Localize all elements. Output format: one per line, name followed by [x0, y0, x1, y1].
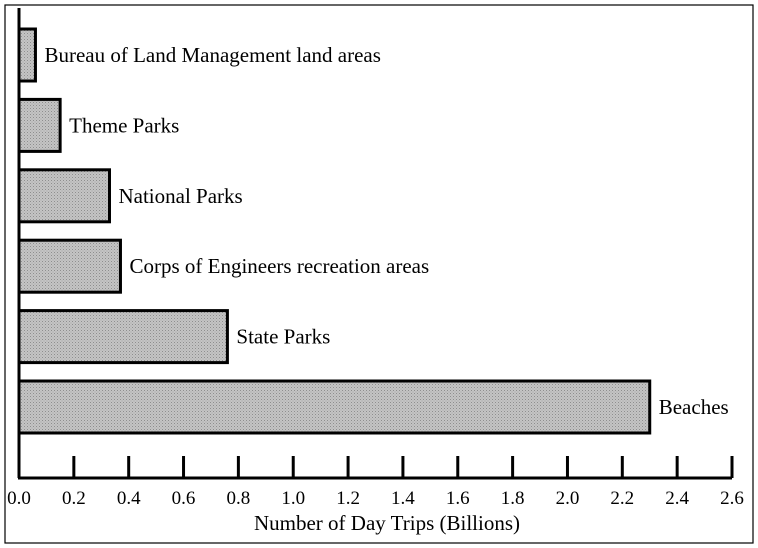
x-tick-label-3: 0.6	[172, 488, 196, 509]
x-tick-label-6: 1.2	[336, 488, 360, 509]
bar-label-0: Bureau of Land Management land areas	[44, 43, 380, 67]
x-axis-title: Number of Day Trips (Billions)	[254, 511, 520, 535]
bar-3	[17, 238, 122, 294]
bars-layer	[17, 27, 652, 435]
x-tick-label-10: 2.0	[556, 488, 580, 509]
x-tick-label-1: 0.2	[62, 488, 86, 509]
bar-label-1: Theme Parks	[69, 113, 179, 137]
bar-label-4: State Parks	[236, 325, 330, 349]
bar-label-3: Corps of Engineers recreation areas	[129, 254, 429, 278]
x-tick-label-0: 0.0	[7, 488, 31, 509]
x-tick-label-12: 2.4	[665, 488, 689, 509]
x-tick-label-2: 0.4	[117, 488, 141, 509]
bar-0	[17, 27, 37, 83]
bar-label-5: Beaches	[659, 395, 729, 419]
x-tick-label-9: 1.8	[501, 488, 525, 509]
bar-4	[17, 309, 229, 365]
x-tick-label-5: 1.0	[281, 488, 305, 509]
x-tick-label-8: 1.6	[446, 488, 470, 509]
chart-frame	[4, 4, 754, 544]
bar-label-2: National Parks	[118, 184, 242, 208]
bar-5	[17, 379, 652, 435]
x-tick-label-7: 1.4	[391, 488, 415, 509]
x-tick-label-11: 2.2	[610, 488, 634, 509]
bar-1	[17, 97, 62, 153]
x-ticks-layer	[17, 456, 734, 478]
bar-2	[17, 168, 111, 224]
x-tick-label-4: 0.8	[227, 488, 251, 509]
x-tick-labels-layer: 0.0 0.2 0.4 0.6 0.8 1.0 1.2 1.4 1.6 1.8 2.0 2.2 2.4 2…	[7, 488, 744, 509]
x-tick-label-13: 2.6	[720, 488, 744, 509]
bar-labels-layer: Bureau of Land Management land areas Them…	[44, 43, 728, 419]
